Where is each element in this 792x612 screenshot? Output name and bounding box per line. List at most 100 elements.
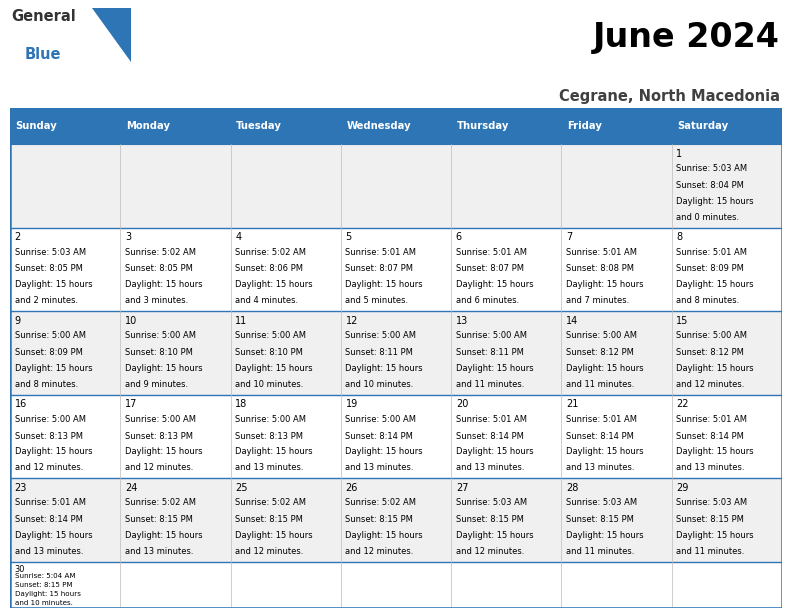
Text: 11: 11 bbox=[235, 316, 247, 326]
Text: Sunset: 8:14 PM: Sunset: 8:14 PM bbox=[345, 431, 413, 441]
Text: Daylight: 15 hours: Daylight: 15 hours bbox=[455, 531, 533, 540]
Text: Sunset: 8:10 PM: Sunset: 8:10 PM bbox=[235, 348, 303, 357]
Text: Daylight: 15 hours: Daylight: 15 hours bbox=[235, 280, 313, 289]
Text: 17: 17 bbox=[125, 400, 137, 409]
Text: 27: 27 bbox=[455, 483, 468, 493]
Text: 16: 16 bbox=[14, 400, 27, 409]
Text: 12: 12 bbox=[345, 316, 358, 326]
Text: 22: 22 bbox=[676, 400, 689, 409]
Text: Sunrise: 5:03 AM: Sunrise: 5:03 AM bbox=[676, 499, 748, 507]
Text: General: General bbox=[11, 9, 76, 24]
Text: and 8 minutes.: and 8 minutes. bbox=[14, 380, 78, 389]
Bar bbox=[10, 108, 120, 144]
Text: and 11 minutes.: and 11 minutes. bbox=[455, 380, 524, 389]
Text: and 11 minutes.: and 11 minutes. bbox=[566, 380, 634, 389]
Bar bbox=[10, 395, 782, 479]
Text: Sunrise: 5:00 AM: Sunrise: 5:00 AM bbox=[14, 331, 86, 340]
Text: 26: 26 bbox=[345, 483, 358, 493]
Text: Daylight: 15 hours: Daylight: 15 hours bbox=[345, 531, 423, 540]
Text: and 13 minutes.: and 13 minutes. bbox=[345, 463, 414, 472]
Text: Sunset: 8:05 PM: Sunset: 8:05 PM bbox=[14, 264, 82, 274]
Text: Thursday: Thursday bbox=[456, 121, 509, 131]
Bar bbox=[341, 108, 451, 144]
Text: Sunrise: 5:00 AM: Sunrise: 5:00 AM bbox=[235, 415, 307, 424]
Text: Saturday: Saturday bbox=[677, 121, 728, 131]
Text: Sunset: 8:14 PM: Sunset: 8:14 PM bbox=[676, 431, 744, 441]
Text: Daylight: 15 hours: Daylight: 15 hours bbox=[345, 447, 423, 457]
Text: 15: 15 bbox=[676, 316, 689, 326]
Text: Daylight: 15 hours: Daylight: 15 hours bbox=[235, 364, 313, 373]
Text: 7: 7 bbox=[566, 232, 573, 242]
Text: Sunrise: 5:01 AM: Sunrise: 5:01 AM bbox=[676, 248, 748, 256]
Text: Tuesday: Tuesday bbox=[236, 121, 282, 131]
Text: Sunrise: 5:02 AM: Sunrise: 5:02 AM bbox=[235, 499, 307, 507]
Text: Daylight: 15 hours: Daylight: 15 hours bbox=[676, 447, 754, 457]
Text: 2: 2 bbox=[14, 232, 21, 242]
Text: 13: 13 bbox=[455, 316, 468, 326]
Text: 5: 5 bbox=[345, 232, 352, 242]
Text: Sunrise: 5:01 AM: Sunrise: 5:01 AM bbox=[566, 248, 637, 256]
Text: Sunrise: 5:00 AM: Sunrise: 5:00 AM bbox=[345, 415, 417, 424]
Text: and 13 minutes.: and 13 minutes. bbox=[235, 463, 303, 472]
Text: Wednesday: Wednesday bbox=[346, 121, 411, 131]
Text: Daylight: 15 hours: Daylight: 15 hours bbox=[345, 364, 423, 373]
Text: Daylight: 15 hours: Daylight: 15 hours bbox=[125, 280, 203, 289]
Text: Sunrise: 5:01 AM: Sunrise: 5:01 AM bbox=[566, 415, 637, 424]
Text: Sunset: 8:15 PM: Sunset: 8:15 PM bbox=[125, 515, 192, 524]
Text: and 0 minutes.: and 0 minutes. bbox=[676, 212, 740, 222]
Text: Sunrise: 5:00 AM: Sunrise: 5:00 AM bbox=[125, 415, 196, 424]
Text: 1: 1 bbox=[676, 149, 683, 159]
Text: Sunrise: 5:02 AM: Sunrise: 5:02 AM bbox=[125, 248, 196, 256]
Text: Sunset: 8:09 PM: Sunset: 8:09 PM bbox=[676, 264, 744, 274]
Text: Sunset: 8:06 PM: Sunset: 8:06 PM bbox=[235, 264, 303, 274]
Text: Sunset: 8:15 PM: Sunset: 8:15 PM bbox=[676, 515, 744, 524]
Text: Sunday: Sunday bbox=[15, 121, 57, 131]
Text: Cegrane, North Macedonia: Cegrane, North Macedonia bbox=[559, 89, 780, 104]
Text: Daylight: 15 hours: Daylight: 15 hours bbox=[14, 531, 92, 540]
Text: Sunrise: 5:02 AM: Sunrise: 5:02 AM bbox=[345, 499, 417, 507]
Text: and 11 minutes.: and 11 minutes. bbox=[676, 547, 744, 556]
Text: 8: 8 bbox=[676, 232, 683, 242]
Text: 9: 9 bbox=[14, 316, 21, 326]
Text: Sunrise: 5:00 AM: Sunrise: 5:00 AM bbox=[676, 331, 748, 340]
Text: Daylight: 15 hours: Daylight: 15 hours bbox=[676, 364, 754, 373]
Text: 14: 14 bbox=[566, 316, 578, 326]
Polygon shape bbox=[93, 8, 131, 62]
Text: and 13 minutes.: and 13 minutes. bbox=[125, 547, 193, 556]
Text: and 5 minutes.: and 5 minutes. bbox=[345, 296, 409, 305]
Text: Sunset: 8:14 PM: Sunset: 8:14 PM bbox=[14, 515, 82, 524]
Text: 20: 20 bbox=[455, 400, 468, 409]
Text: Sunset: 8:15 PM: Sunset: 8:15 PM bbox=[14, 582, 72, 588]
Text: Sunrise: 5:01 AM: Sunrise: 5:01 AM bbox=[345, 248, 417, 256]
Text: Sunrise: 5:01 AM: Sunrise: 5:01 AM bbox=[676, 415, 748, 424]
Text: Friday: Friday bbox=[567, 121, 602, 131]
Text: 29: 29 bbox=[676, 483, 689, 493]
Text: Sunset: 8:13 PM: Sunset: 8:13 PM bbox=[125, 431, 193, 441]
Text: and 10 minutes.: and 10 minutes. bbox=[345, 380, 414, 389]
Bar bbox=[120, 108, 230, 144]
Text: and 13 minutes.: and 13 minutes. bbox=[455, 463, 524, 472]
Text: and 10 minutes.: and 10 minutes. bbox=[235, 380, 303, 389]
Text: Daylight: 15 hours: Daylight: 15 hours bbox=[125, 364, 203, 373]
Text: Sunrise: 5:03 AM: Sunrise: 5:03 AM bbox=[566, 499, 638, 507]
Bar bbox=[10, 228, 782, 312]
Text: Daylight: 15 hours: Daylight: 15 hours bbox=[676, 196, 754, 206]
Text: Sunset: 8:15 PM: Sunset: 8:15 PM bbox=[455, 515, 524, 524]
Text: and 6 minutes.: and 6 minutes. bbox=[455, 296, 519, 305]
Text: 21: 21 bbox=[566, 400, 578, 409]
Text: Daylight: 15 hours: Daylight: 15 hours bbox=[676, 280, 754, 289]
Text: Daylight: 15 hours: Daylight: 15 hours bbox=[566, 280, 644, 289]
Text: Sunset: 8:15 PM: Sunset: 8:15 PM bbox=[345, 515, 413, 524]
Text: Sunset: 8:14 PM: Sunset: 8:14 PM bbox=[455, 431, 524, 441]
Text: Daylight: 15 hours: Daylight: 15 hours bbox=[14, 591, 81, 597]
Text: 18: 18 bbox=[235, 400, 247, 409]
Text: 23: 23 bbox=[14, 483, 27, 493]
Text: Sunset: 8:13 PM: Sunset: 8:13 PM bbox=[235, 431, 303, 441]
Text: Daylight: 15 hours: Daylight: 15 hours bbox=[14, 364, 92, 373]
Text: and 12 minutes.: and 12 minutes. bbox=[14, 463, 83, 472]
Text: and 10 minutes.: and 10 minutes. bbox=[14, 600, 73, 606]
Bar bbox=[10, 312, 782, 395]
Text: Sunset: 8:11 PM: Sunset: 8:11 PM bbox=[345, 348, 413, 357]
Text: Sunrise: 5:04 AM: Sunrise: 5:04 AM bbox=[14, 573, 75, 579]
Text: Daylight: 15 hours: Daylight: 15 hours bbox=[566, 364, 644, 373]
